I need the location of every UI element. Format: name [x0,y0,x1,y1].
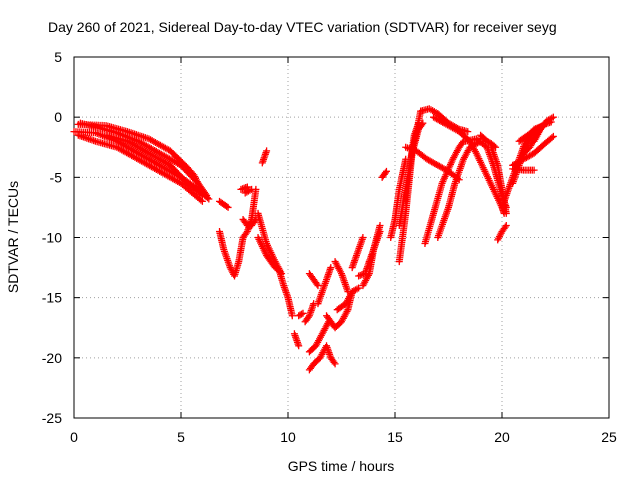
data-point [501,223,509,231]
data-point [548,134,556,142]
data-point [299,309,307,317]
data-point [502,221,510,229]
series-arc12 [258,147,271,167]
series-arc15 [275,267,296,320]
data-point [304,313,312,321]
y-tick-label: -25 [42,410,62,426]
series-arc14 [254,234,283,275]
series-arc46 [509,132,557,169]
series-arc20 [305,342,339,374]
grid [74,57,609,418]
data-point [224,203,232,211]
data-point [223,202,231,210]
data-point [243,183,251,191]
series-arc19 [305,270,322,290]
data-point [263,147,271,155]
data-point [541,119,549,127]
data-point [464,128,472,136]
series-arc25 [333,284,363,314]
data-point [313,280,321,288]
data-point [376,221,384,229]
x-tick-label: 25 [601,429,617,445]
data-point [198,197,206,205]
series-arc22 [314,264,335,308]
data-point [314,282,322,290]
series-arc50 [519,119,549,157]
y-tick-label: -15 [42,290,62,306]
data-point [298,310,306,318]
data-point [327,264,335,272]
data-point [382,167,390,175]
series-arc7 [216,197,232,211]
series-arc49 [509,165,538,174]
x-tick-label: 20 [494,429,510,445]
series-arc26 [348,234,367,272]
y-tick-label: -20 [42,350,62,366]
series-arc29 [365,227,384,266]
data-point [548,114,556,122]
series-arc16 [295,309,307,320]
x-tick-label: 5 [177,429,185,445]
tick-labels: 0 5 10 15 20 25 5 0 -5 -10 -15 -20 -25 [42,49,617,445]
y-tick-label: 5 [54,49,62,65]
ticks [73,56,610,419]
series-arc37 [421,137,467,248]
data-point [502,209,510,217]
x-tick-label: 10 [280,429,296,445]
series-arc18 [301,300,318,326]
data-point [198,191,206,199]
x-tick-label: 15 [387,429,403,445]
x-axis-label: GPS time / hours [288,458,395,474]
data-point [381,169,389,177]
data-point [353,285,361,293]
series-arc3 [74,120,206,196]
series-arc11 [237,183,251,193]
series-arc6 [216,227,247,280]
series-arc30 [378,167,390,181]
data-marks [70,105,557,374]
series-arc4 [102,131,206,199]
data-point [197,190,205,198]
series-arc21 [305,318,333,356]
data-point [288,312,296,320]
x-tick-label: 0 [70,429,78,445]
series-arc9 [239,215,260,229]
series-arc43 [494,221,510,244]
data-point [355,284,363,292]
data-point [458,139,466,147]
data-point [549,113,557,121]
data-point [248,185,256,193]
y-tick-label: -10 [42,230,62,246]
data-point [295,342,303,350]
data-point [359,234,367,241]
data-point [205,195,213,203]
y-tick-label: 0 [54,109,62,125]
data-point [540,121,548,129]
y-tick-label: -5 [50,169,63,185]
data-point [242,229,250,237]
series-arc5 [74,131,206,205]
y-axis-label: SDTVAR / TECUs [5,181,21,293]
series-arc17 [290,330,303,350]
series-arc10 [241,185,256,197]
data-point [549,132,557,140]
data-point [530,166,538,174]
data-point [376,227,384,235]
data-point [197,196,205,204]
data-point [331,360,339,368]
chart-title: Day 260 of 2021, Sidereal Day-to-day VTE… [48,19,557,35]
data-point [330,358,338,366]
series-arc24 [331,258,352,296]
